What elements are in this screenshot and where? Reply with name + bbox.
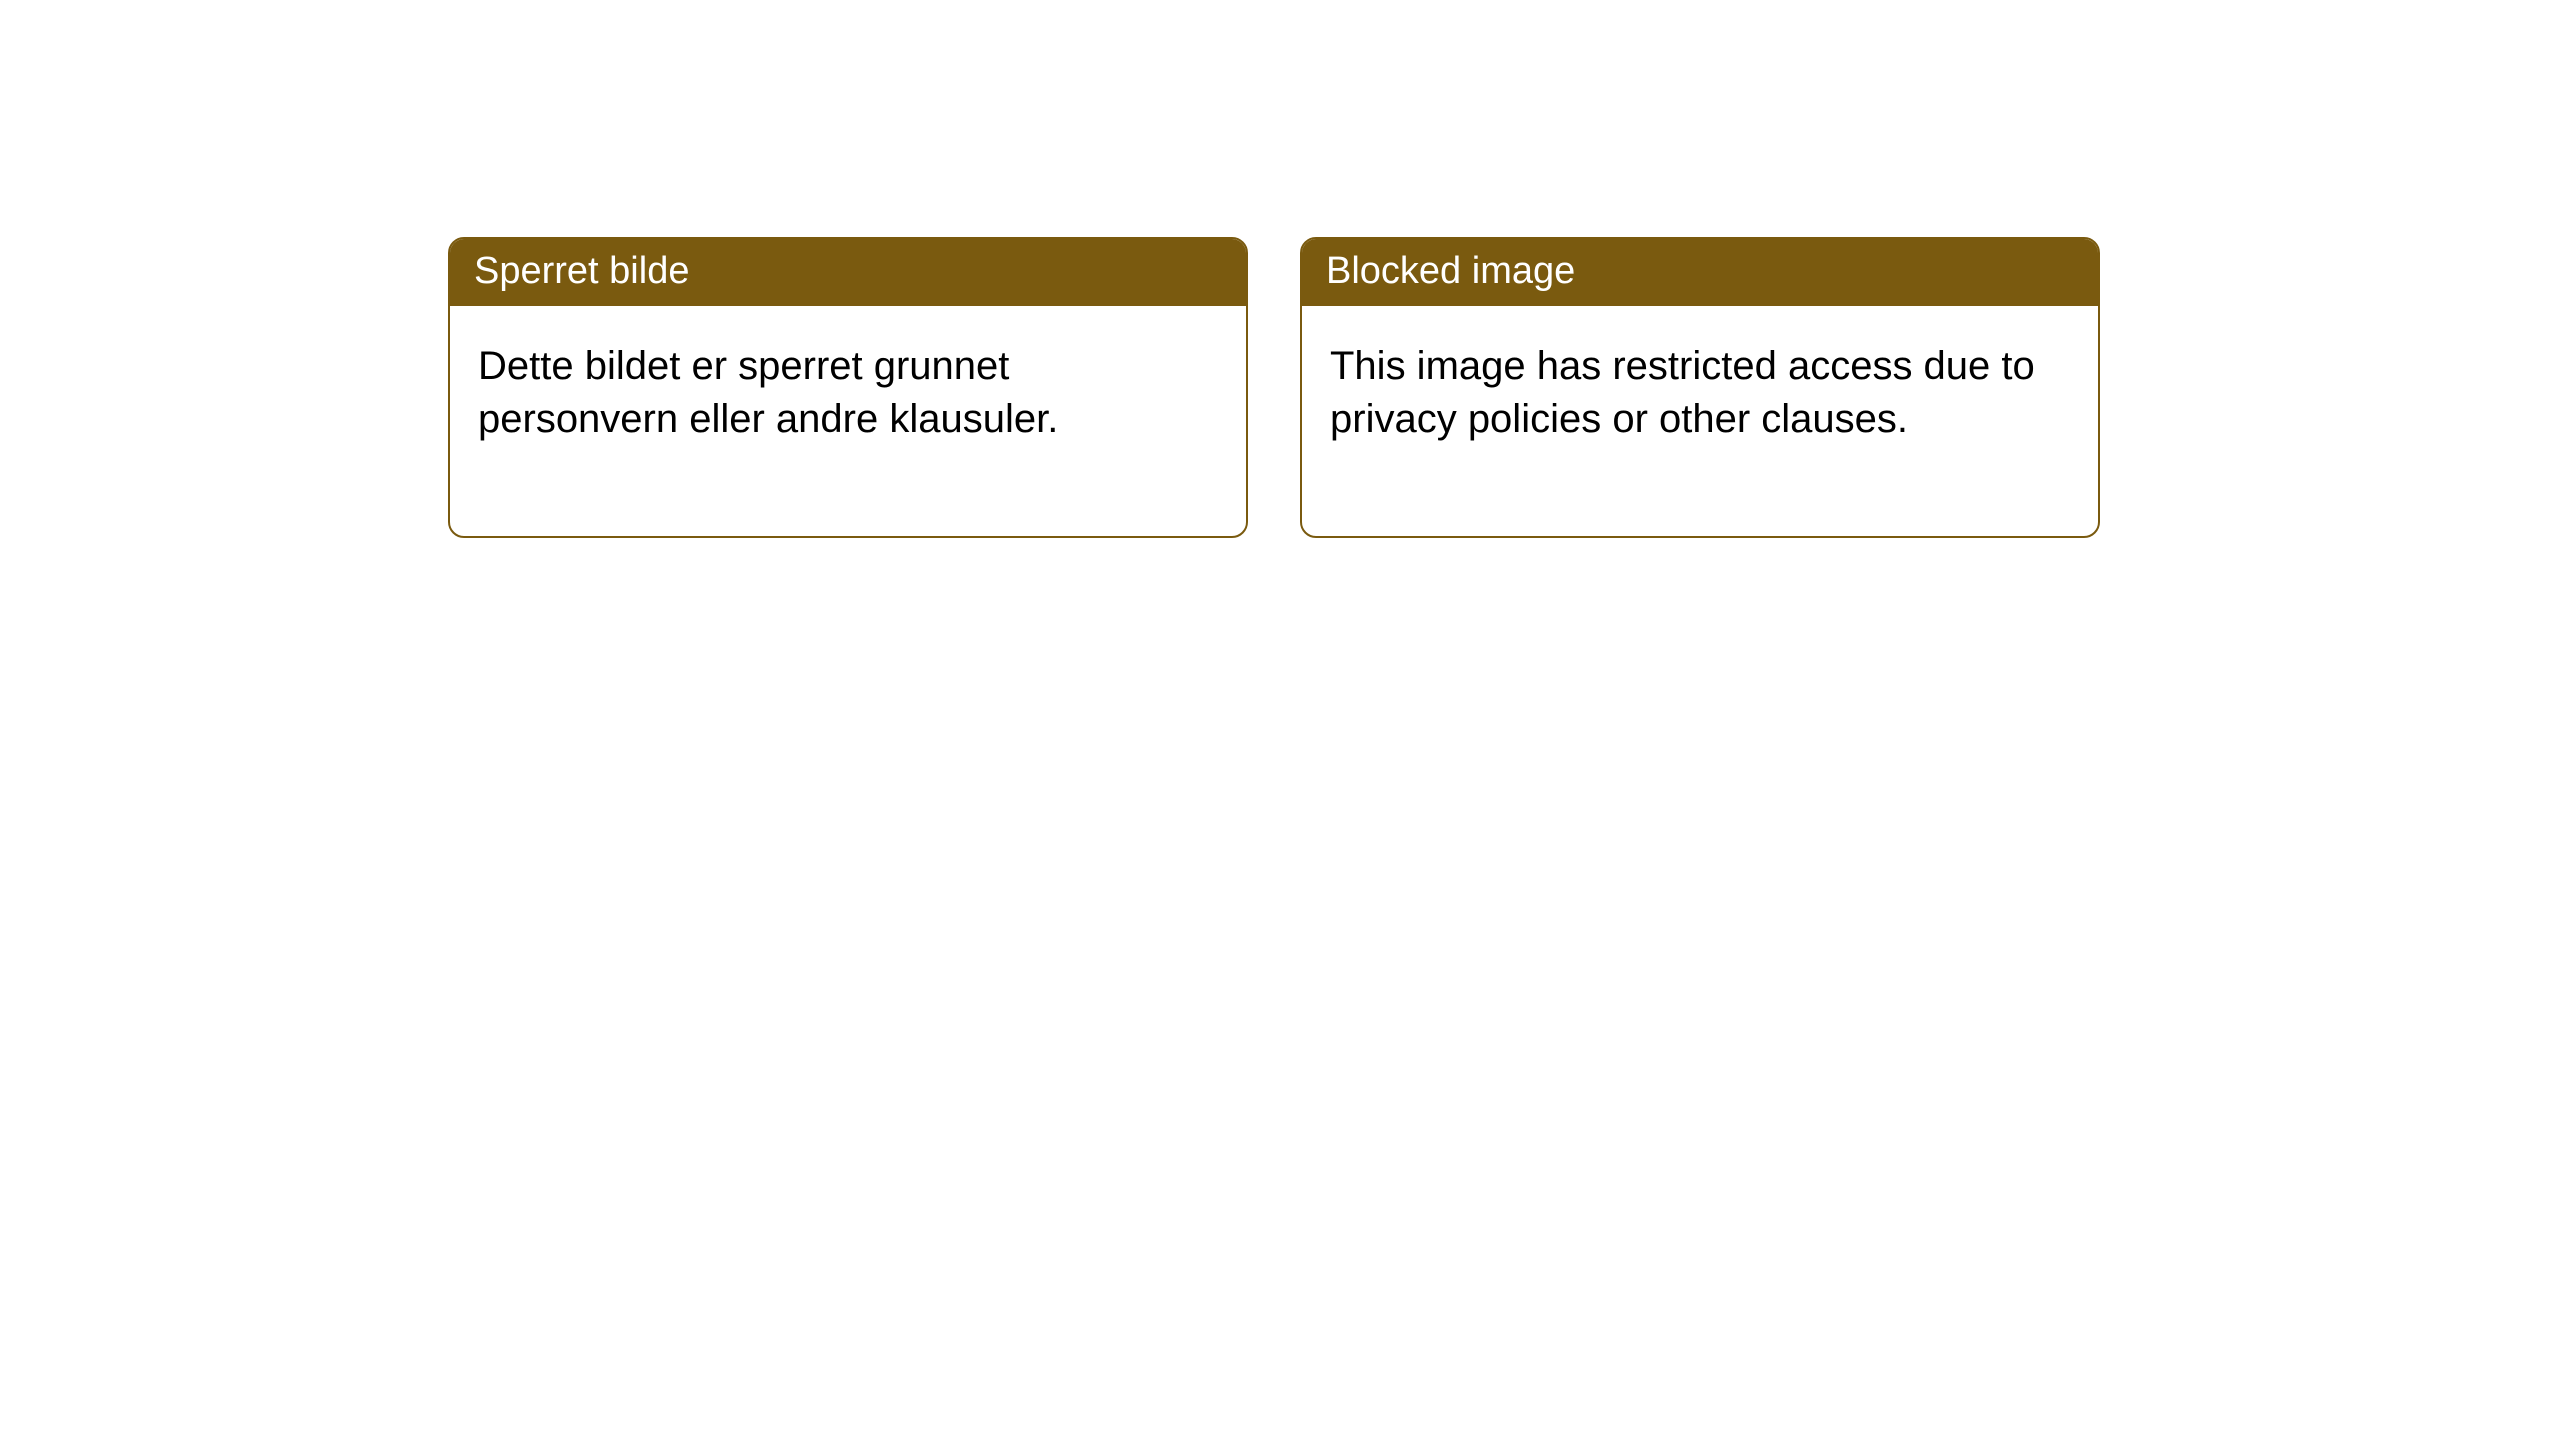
notice-text: Dette bildet er sperret grunnet personve…	[478, 344, 1058, 441]
notice-card-english: Blocked image This image has restricted …	[1300, 237, 2100, 538]
notice-text: This image has restricted access due to …	[1330, 344, 2035, 441]
notice-body: Dette bildet er sperret grunnet personve…	[450, 306, 1246, 536]
notice-title: Sperret bilde	[474, 250, 689, 292]
notice-card-norwegian: Sperret bilde Dette bildet er sperret gr…	[448, 237, 1248, 538]
notice-container: Sperret bilde Dette bildet er sperret gr…	[448, 237, 2100, 538]
notice-body: This image has restricted access due to …	[1302, 306, 2098, 536]
notice-header: Sperret bilde	[450, 239, 1246, 306]
notice-header: Blocked image	[1302, 239, 2098, 306]
notice-title: Blocked image	[1326, 250, 1575, 292]
